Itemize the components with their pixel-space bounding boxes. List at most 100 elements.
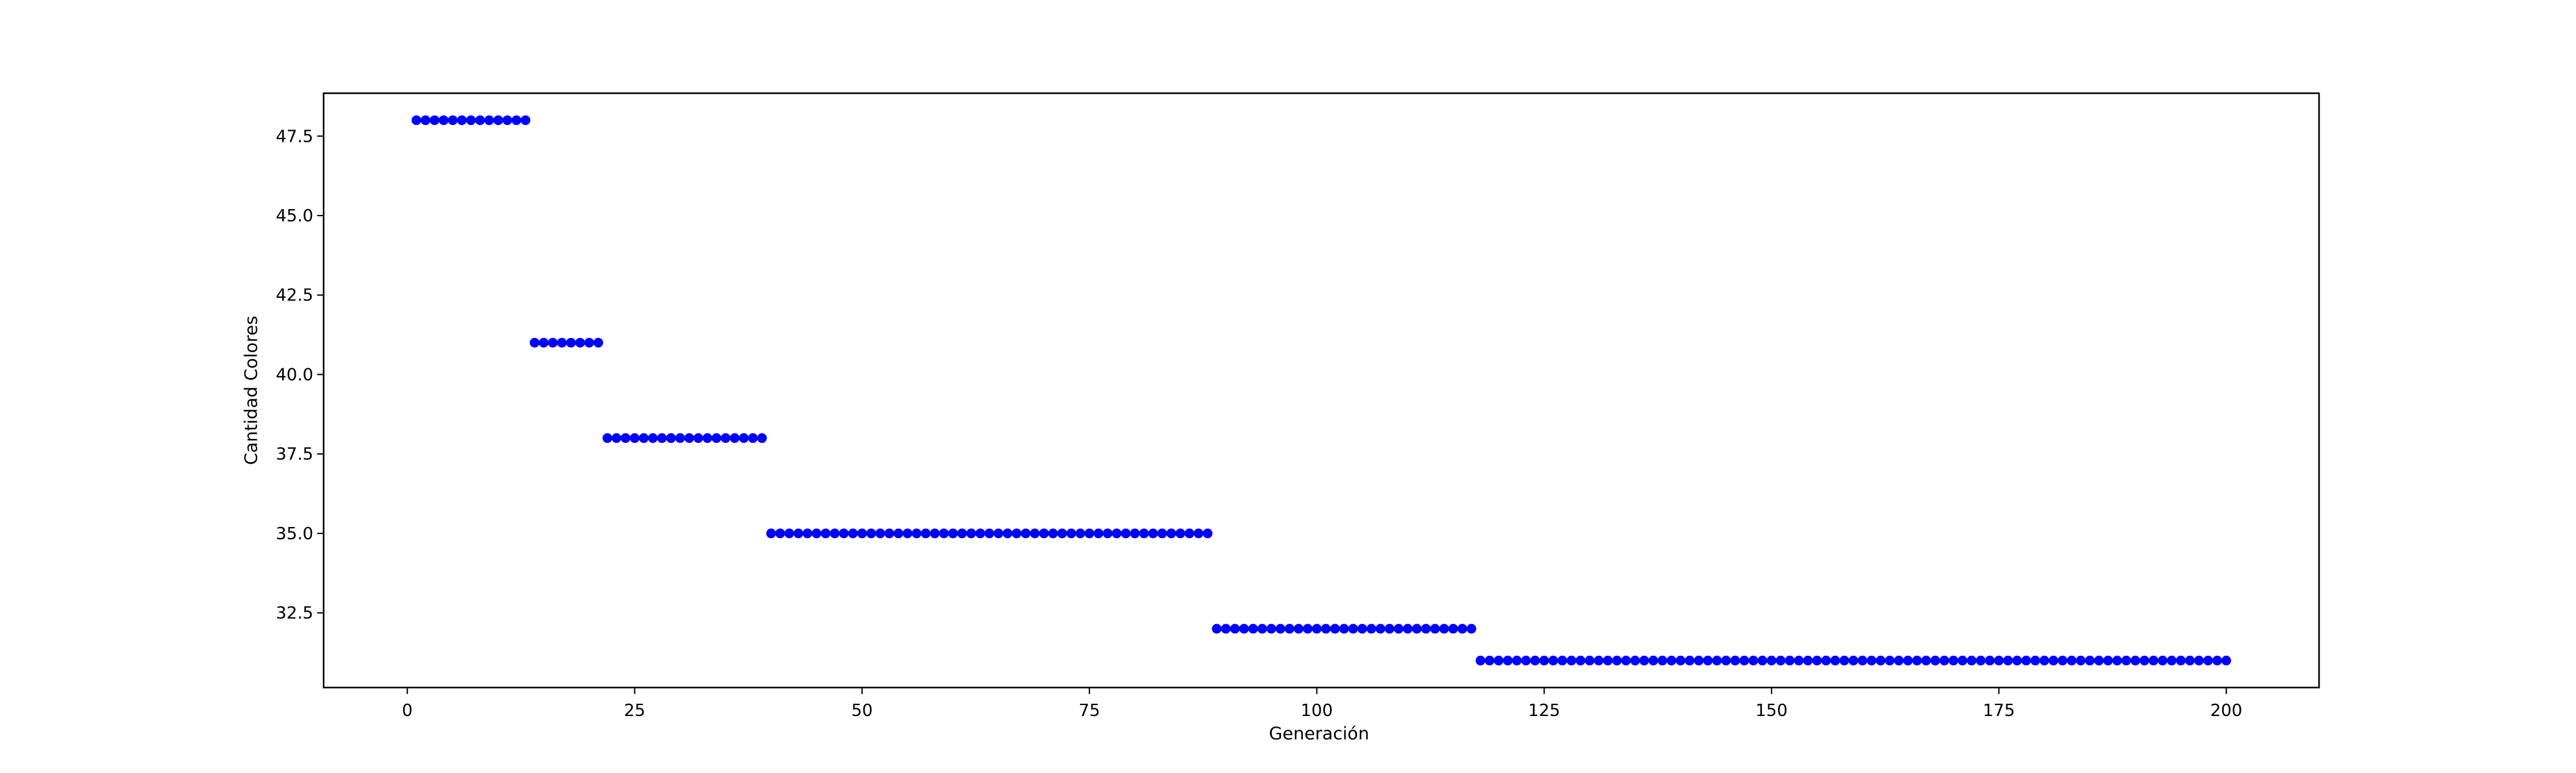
data-point: [1748, 655, 1759, 666]
data-point: [411, 115, 421, 126]
data-point: [1821, 655, 1831, 666]
data-point: [1439, 623, 1449, 634]
data-point: [1057, 528, 1067, 539]
data-point: [1694, 655, 1704, 666]
data-point: [1948, 655, 1959, 666]
data-point: [621, 433, 631, 443]
data-point: [2221, 655, 2232, 666]
plot-frame: [322, 92, 2320, 689]
data-point: [1830, 655, 1840, 666]
data-point: [866, 528, 876, 539]
data-point: [1375, 623, 1386, 634]
data-point: [1521, 655, 1531, 666]
data-point: [1593, 655, 1604, 666]
data-point: [711, 433, 722, 443]
data-point: [1757, 655, 1768, 666]
x-axis: 0 25 50 75 100 125 150 175 200: [402, 688, 2242, 721]
data-point: [1784, 655, 1795, 666]
data-point: [429, 115, 439, 126]
data-point: [938, 528, 949, 539]
data-point: [1566, 655, 1577, 666]
data-point: [475, 115, 485, 126]
data-point: [1148, 528, 1159, 539]
data-point: [1257, 623, 1267, 634]
data-point: [803, 528, 813, 539]
x-tick-label: 200: [2210, 701, 2243, 721]
data-point: [575, 337, 585, 348]
data-point: [1539, 655, 1549, 666]
data-point: [875, 528, 885, 539]
data-point: [1157, 528, 1168, 539]
data-point: [1111, 528, 1122, 539]
data-point: [1203, 528, 1213, 539]
data-point: [1475, 655, 1485, 666]
data-point: [675, 433, 685, 443]
data-point: [466, 115, 476, 126]
data-point: [1102, 528, 1113, 539]
data-point: [1230, 623, 1240, 634]
data-point: [584, 337, 594, 348]
data-point: [666, 433, 676, 443]
data-point: [884, 528, 894, 539]
data-point: [902, 528, 913, 539]
data-point: [1194, 528, 1204, 539]
data-point: [1667, 655, 1676, 666]
y-tick-label: 32.5: [276, 604, 313, 623]
data-point: [1775, 655, 1786, 666]
data-point: [1330, 623, 1340, 634]
data-point: [1357, 623, 1368, 634]
data-point: [857, 528, 867, 539]
data-point: [702, 433, 713, 443]
data-point: [1966, 655, 1977, 666]
data-point: [1984, 655, 1995, 666]
x-tick-label: 100: [1301, 701, 1333, 721]
data-point: [1721, 655, 1731, 666]
data-point: [966, 528, 976, 539]
data-point: [2212, 655, 2223, 666]
data-point: [738, 433, 749, 443]
data-point: [1093, 528, 1104, 539]
data-point: [1484, 655, 1494, 666]
x-tick-label: 175: [1983, 701, 2015, 721]
data-point: [720, 433, 731, 443]
data-point: [1812, 655, 1822, 666]
data-point: [2003, 655, 2013, 666]
data-point: [2130, 655, 2140, 666]
data-point: [1075, 528, 1085, 539]
data-point: [1712, 655, 1722, 666]
data-point: [2203, 655, 2214, 666]
data-point: [1284, 623, 1294, 634]
data-point: [1603, 655, 1613, 666]
data-point: [1685, 655, 1695, 666]
data-point: [648, 433, 658, 443]
data-point: [693, 433, 704, 443]
data-point: [1430, 623, 1440, 634]
data-point: [994, 528, 1004, 539]
data-point: [1494, 655, 1504, 666]
data-point: [1885, 655, 1895, 666]
data-point: [794, 528, 804, 539]
data-point: [839, 528, 849, 539]
data-point: [2012, 655, 2022, 666]
data-point: [1803, 655, 1813, 666]
x-tick-label: 125: [1528, 701, 1560, 721]
data-point: [1221, 623, 1231, 634]
data-point: [1012, 528, 1022, 539]
data-point: [2175, 655, 2186, 666]
data-point: [1021, 528, 1031, 539]
data-point: [830, 528, 840, 539]
data-point: [775, 528, 785, 539]
data-point: [766, 528, 776, 539]
data-point: [1921, 655, 1931, 666]
data-point: [2148, 655, 2159, 666]
data-point: [1957, 655, 1968, 666]
data-point: [1975, 655, 1986, 666]
data-point: [420, 115, 430, 126]
data-point: [2039, 655, 2050, 666]
data-point: [1894, 655, 1904, 666]
data-point: [2166, 655, 2177, 666]
data-point: [1039, 528, 1049, 539]
data-point: [493, 115, 504, 126]
data-point: [1930, 655, 1940, 666]
